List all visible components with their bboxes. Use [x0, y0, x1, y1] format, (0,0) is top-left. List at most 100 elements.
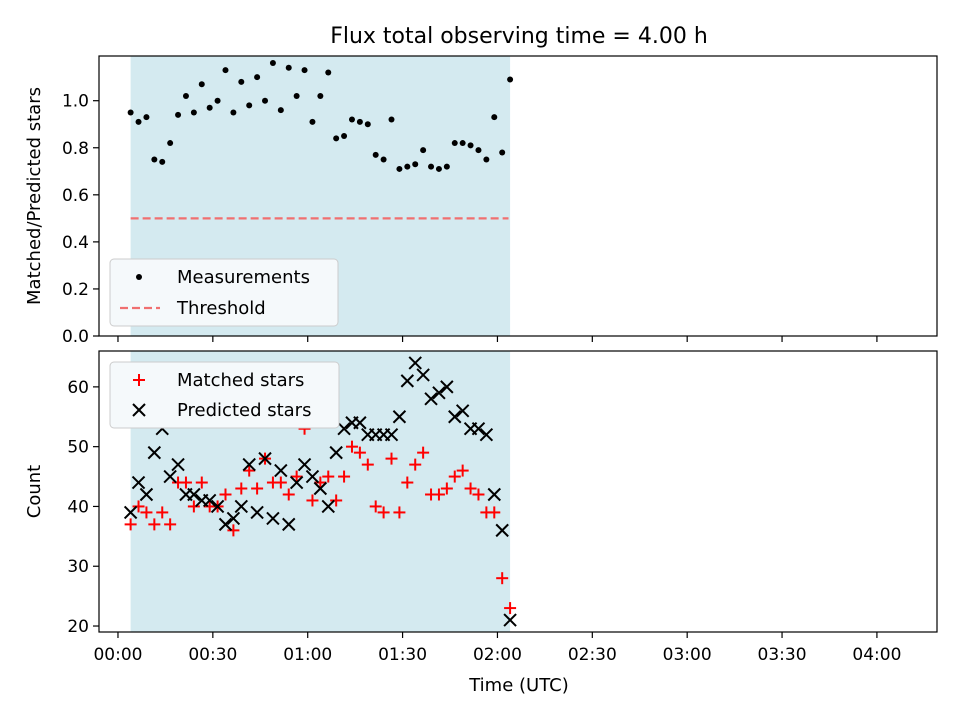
top-y-axis-label: Matched/Predicted stars [24, 87, 45, 305]
y-tick-label: 0.6 [62, 186, 89, 206]
measurement-point [396, 165, 403, 172]
x-stroke [400, 374, 415, 388]
predicted-star-point [337, 422, 351, 436]
measurement-point [182, 93, 189, 99]
predicted-star-point [400, 374, 415, 388]
matched-star-point [274, 476, 287, 489]
matched-star-point [124, 518, 137, 531]
legend-matched-marker [133, 374, 145, 386]
predicted-star-point [131, 475, 146, 490]
bottom-plot-frame [98, 350, 938, 633]
x-stroke [202, 493, 217, 508]
predicted-star-point [479, 427, 494, 442]
y-tick-label: 50 [67, 438, 89, 458]
measurement-point [206, 104, 213, 111]
x-stroke [187, 487, 201, 502]
x-stroke [234, 499, 249, 514]
measurement-point [483, 156, 490, 163]
x-stroke [147, 445, 162, 460]
predicted-star-point [282, 517, 296, 532]
matched-star-point [195, 476, 208, 489]
predicted-star-point [297, 457, 312, 472]
measurement-point [507, 76, 514, 83]
matched-star-point [345, 440, 358, 453]
measurement-point [175, 111, 182, 118]
predicted-star-point [329, 445, 343, 460]
y-tick-label: 30 [67, 557, 89, 577]
predicted-star-point [455, 404, 470, 418]
predicted-star-point [448, 410, 462, 424]
y-tick-label: 0.8 [62, 139, 89, 159]
matched-star-point [148, 518, 161, 531]
predicted-star-point [392, 410, 407, 424]
measurement-point [467, 142, 474, 149]
legend-matched-label: Matched stars [177, 370, 304, 391]
matched-star-point [227, 524, 240, 537]
measurement-point [230, 109, 237, 116]
matched-star-point [338, 470, 351, 483]
measurement-point [341, 133, 348, 139]
predicted-star-point [250, 505, 264, 520]
measurement-point [127, 109, 134, 116]
matched-star-point [156, 506, 169, 519]
predicted-star-point [289, 475, 304, 490]
matched-star-point [377, 506, 390, 519]
matched-star-point [417, 446, 430, 459]
x-tick-label: 02:30 [568, 645, 617, 665]
x-tick-label: 03:00 [663, 645, 712, 665]
matched-star-point [330, 494, 343, 507]
measurement-point [491, 114, 498, 121]
x-stroke [250, 505, 264, 520]
predicted-star-point [495, 523, 509, 538]
measurement-point [151, 156, 158, 163]
x-stroke [353, 416, 367, 430]
x-stroke [289, 475, 304, 490]
x-stroke [171, 457, 185, 472]
predicted-star-point [353, 416, 367, 430]
predicted-star-point [471, 422, 486, 436]
y-tick-label: 1.0 [62, 92, 89, 112]
x-stroke [226, 511, 241, 526]
bottom-panel: 20 30 40 50 60 00:00 00:30 01:00 01:30 02:00 02:3… [24, 350, 938, 696]
measurement-point [333, 135, 340, 142]
y-tick-label: 0.4 [62, 233, 89, 253]
matched-star-point [361, 458, 374, 471]
predicted-star-point [440, 380, 454, 394]
bottom-legend: Matched stars Predicted stars [109, 361, 340, 429]
x-stroke [448, 410, 462, 424]
measurement-point [348, 116, 355, 123]
predicted-stars-points [123, 356, 517, 627]
x-stroke [123, 505, 138, 520]
matched-stars-points [124, 422, 517, 615]
predicted-star-point [234, 499, 249, 514]
matched-star-point [187, 500, 200, 513]
x-tick-label: 00:00 [93, 645, 142, 665]
matched-star-point [432, 488, 445, 501]
measurement-point [159, 158, 166, 165]
predicted-star-point [258, 451, 272, 466]
x-stroke [471, 422, 486, 436]
bottom-y-ticks: 20 30 40 50 60 [67, 378, 99, 637]
matched-star-point [464, 482, 477, 495]
x-stroke [266, 511, 280, 526]
measurement-point [167, 140, 174, 147]
measurement-point [301, 67, 308, 74]
matched-star-point [385, 452, 398, 465]
x-stroke [392, 410, 407, 424]
matched-star-point [488, 506, 501, 519]
x-tick-label: 04:00 [852, 645, 901, 665]
matched-star-point [472, 488, 485, 501]
top-y-ticks: 0.0 0.2 0.4 0.6 0.8 1.0 [62, 92, 99, 347]
matched-star-point [132, 500, 145, 513]
x-stroke [139, 487, 154, 502]
measurement-point [285, 64, 292, 71]
x-stroke [210, 499, 225, 514]
x-stroke [503, 613, 517, 627]
matched-star-point [140, 506, 153, 519]
predicted-star-point [171, 457, 185, 472]
measurement-point [428, 163, 435, 170]
predicted-star-point [139, 487, 154, 502]
x-stroke [416, 368, 430, 382]
measurement-point [214, 97, 221, 104]
matched-star-point [448, 470, 461, 483]
